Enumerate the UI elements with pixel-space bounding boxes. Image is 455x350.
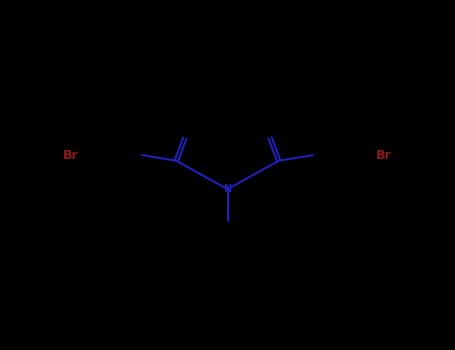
Text: N: N <box>223 184 232 194</box>
Text: Br: Br <box>63 149 79 162</box>
Text: Br: Br <box>376 149 392 162</box>
